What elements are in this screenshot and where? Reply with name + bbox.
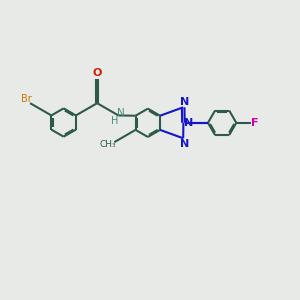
Text: O: O bbox=[92, 68, 102, 78]
Text: N: N bbox=[179, 139, 189, 149]
Text: F: F bbox=[251, 118, 259, 128]
Text: H: H bbox=[111, 116, 118, 126]
Text: N: N bbox=[184, 118, 194, 128]
Text: N: N bbox=[118, 109, 125, 118]
Text: CH₃: CH₃ bbox=[99, 140, 116, 148]
Text: Br: Br bbox=[21, 94, 32, 104]
Text: N: N bbox=[179, 97, 189, 107]
